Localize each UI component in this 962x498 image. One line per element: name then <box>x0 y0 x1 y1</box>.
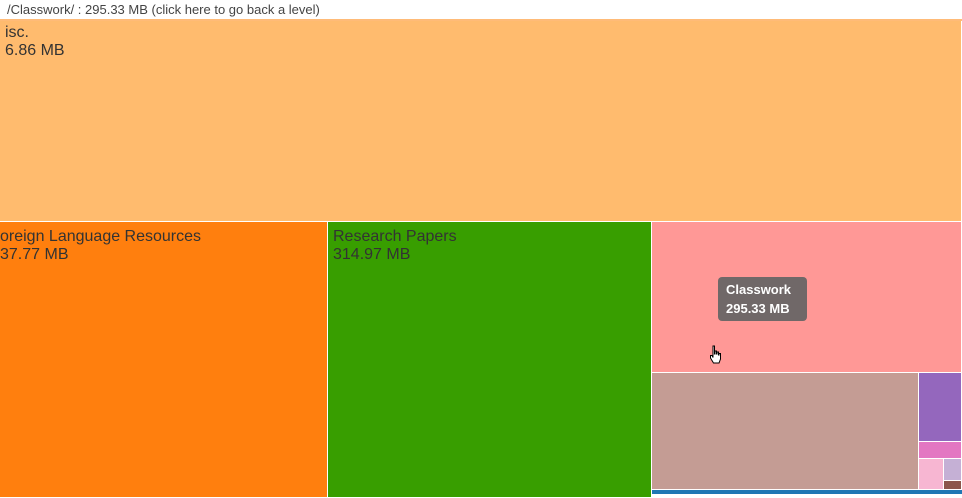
tooltip-title: Classwork <box>726 282 792 297</box>
treemap-cell-small-lightpink[interactable] <box>919 459 944 490</box>
hand-pointer-icon <box>710 345 721 364</box>
treemap-cell-foreign-language-resources[interactable]: oreign Language Resources 37.77 MB <box>0 222 328 498</box>
treemap: isc. 6.86 MB oreign Language Resources 3… <box>0 21 962 498</box>
cell-label-size: 6.86 MB <box>5 42 65 59</box>
tooltip: Classwork 295.33 MB <box>718 277 807 321</box>
cell-label-name: oreign Language Resources <box>0 228 202 245</box>
treemap-cell-research-papers[interactable]: Research Papers 314.97 MB <box>328 222 652 498</box>
cell-label-name: isc. <box>5 24 29 41</box>
tooltip-size: 295.33 MB <box>726 301 790 316</box>
treemap-cell-small-pink[interactable] <box>919 442 962 459</box>
cell-label-name: Research Papers <box>333 228 457 245</box>
treemap-cell-small-darkbrown[interactable] <box>944 481 962 490</box>
breadcrumb-back-link[interactable]: /Classwork/ : 295.33 MB (click here to g… <box>7 2 320 17</box>
header-divider <box>0 19 962 21</box>
cell-label-size: 314.97 MB <box>333 246 411 263</box>
cell-label-size: 37.77 MB <box>0 246 69 263</box>
treemap-cell-small-purple[interactable] <box>919 373 962 442</box>
treemap-cell-bottom-strip[interactable] <box>652 490 962 494</box>
treemap-cell-small-brown[interactable] <box>652 373 919 490</box>
treemap-cell-classwork[interactable] <box>652 222 962 373</box>
treemap-cell-misc[interactable]: isc. 6.86 MB <box>0 21 962 222</box>
treemap-cell-small-lilac[interactable] <box>944 459 962 481</box>
